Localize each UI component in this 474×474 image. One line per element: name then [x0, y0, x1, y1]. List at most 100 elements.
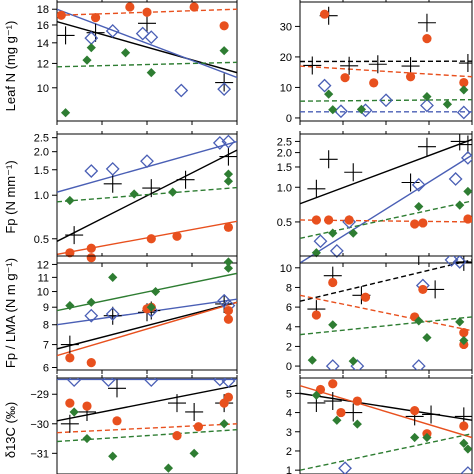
data-point-open-diamond — [135, 26, 150, 41]
plot-frame — [56, 377, 238, 474]
fit-line — [57, 301, 237, 350]
data-point-circle — [311, 215, 321, 225]
data-point-diamond — [223, 176, 234, 186]
plot-frame — [299, 377, 473, 474]
data-point-diamond — [328, 320, 338, 330]
data-point-circle — [57, 10, 66, 20]
panel-8: 1 2 3 4 5 — [286, 375, 473, 474]
data-point-circle — [352, 396, 362, 406]
y-tick-label: 1 — [286, 465, 292, 474]
y-tick-label: −29 — [30, 389, 49, 401]
data-point-open-diamond — [452, 256, 467, 269]
data-point-diamond — [86, 43, 96, 53]
data-point-circle — [223, 392, 234, 402]
plot-frame — [299, 133, 473, 264]
data-point-open-diamond — [221, 378, 236, 388]
data-point-diamond — [328, 105, 338, 115]
data-point-open-diamond — [84, 308, 99, 323]
data-point-diamond — [414, 316, 424, 326]
data-point-circle — [172, 231, 182, 241]
data-point-diamond — [223, 263, 234, 273]
data-point-circle — [219, 21, 229, 31]
plot-area — [300, 6, 472, 120]
data-point-plus — [303, 56, 322, 75]
data-point-circle — [422, 34, 432, 44]
data-point-open-diamond — [174, 83, 189, 98]
data-point-diamond — [219, 46, 229, 56]
data-point-plus — [401, 57, 420, 76]
data-point-circle — [193, 422, 204, 432]
row-label-fp-lma: Fp / LMA (N m g⁻¹) — [3, 258, 18, 368]
fit-line — [57, 20, 237, 74]
data-point-diamond — [146, 68, 156, 78]
data-point-diamond — [356, 104, 367, 115]
data-point-circle — [142, 7, 152, 17]
y-tick-label: 6 — [43, 363, 49, 375]
data-point-open-diamond — [105, 162, 120, 176]
data-point-circle — [344, 215, 354, 225]
data-point-circle — [82, 401, 92, 411]
data-point-circle — [459, 77, 469, 88]
fit-line — [57, 8, 237, 79]
data-point-circle — [328, 277, 338, 288]
data-point-diamond — [328, 228, 338, 238]
data-point-diamond — [129, 189, 139, 199]
y-tick-label: 5 — [286, 388, 292, 400]
data-point-circle — [319, 9, 330, 19]
data-point-circle — [112, 416, 122, 426]
data-point-diamond — [422, 432, 432, 443]
y-tick-label: 2 — [286, 341, 292, 353]
y-tick-label: 12 — [37, 58, 49, 70]
data-point-diamond — [60, 108, 71, 118]
data-point-diamond — [108, 272, 118, 282]
fit-line — [57, 423, 237, 434]
data-point-plus — [417, 137, 436, 156]
data-point-open-diamond — [460, 466, 472, 474]
y-tick-label: 2.0 — [34, 147, 49, 159]
fit-line — [300, 432, 472, 471]
data-point-plus — [86, 23, 105, 42]
y-tick-label: 16 — [37, 20, 49, 32]
data-point-open-diamond — [456, 105, 471, 120]
data-point-circle — [90, 13, 101, 23]
y-tick-label: 1.0 — [277, 182, 292, 194]
data-point-plus — [319, 150, 338, 169]
y-tick-label: 3 — [286, 427, 292, 439]
data-point-circle — [418, 284, 428, 295]
data-point-circle — [418, 218, 428, 228]
data-point-open-diamond — [217, 82, 232, 97]
data-point-diamond — [82, 55, 92, 65]
data-point-circle — [65, 353, 75, 363]
fit-line — [300, 385, 472, 439]
row-label-d13c: δ13C (‰) — [3, 402, 18, 458]
data-point-diamond — [422, 91, 432, 102]
data-point-diamond — [150, 286, 161, 297]
data-point-circle — [223, 222, 234, 232]
data-point-circle — [86, 253, 96, 263]
data-point-open-diamond — [84, 164, 99, 178]
data-point-diamond — [352, 419, 362, 429]
data-point-open-diamond — [212, 378, 227, 387]
data-point-circle — [324, 215, 334, 225]
fit-line — [300, 316, 472, 336]
data-point-plus — [176, 170, 195, 189]
data-point-open-diamond — [101, 378, 116, 387]
y-tick-label: 4 — [286, 322, 292, 334]
y-tick-label: −31 — [30, 448, 49, 460]
data-point-open-diamond — [411, 177, 426, 192]
y-tick-label: 0.5 — [277, 217, 292, 229]
data-point-circle — [315, 384, 326, 395]
data-point-plus — [60, 414, 79, 433]
data-point-diamond — [120, 48, 131, 58]
panels: 101214161801020300.51.01.52.02.50.51.01.… — [30, 0, 473, 474]
data-point-plus — [323, 392, 342, 411]
y-tick-label: 1.5 — [34, 165, 49, 177]
y-tick-label: 11 — [38, 272, 49, 284]
y-tick-label: 10 — [37, 83, 49, 95]
data-point-diamond — [348, 228, 358, 238]
data-point-diamond — [455, 200, 465, 210]
y-tick-label: 7 — [43, 340, 49, 352]
data-point-plus — [368, 55, 387, 74]
panel-3: 0.5 1.0 1.5 2.0 2.5 — [34, 131, 238, 267]
